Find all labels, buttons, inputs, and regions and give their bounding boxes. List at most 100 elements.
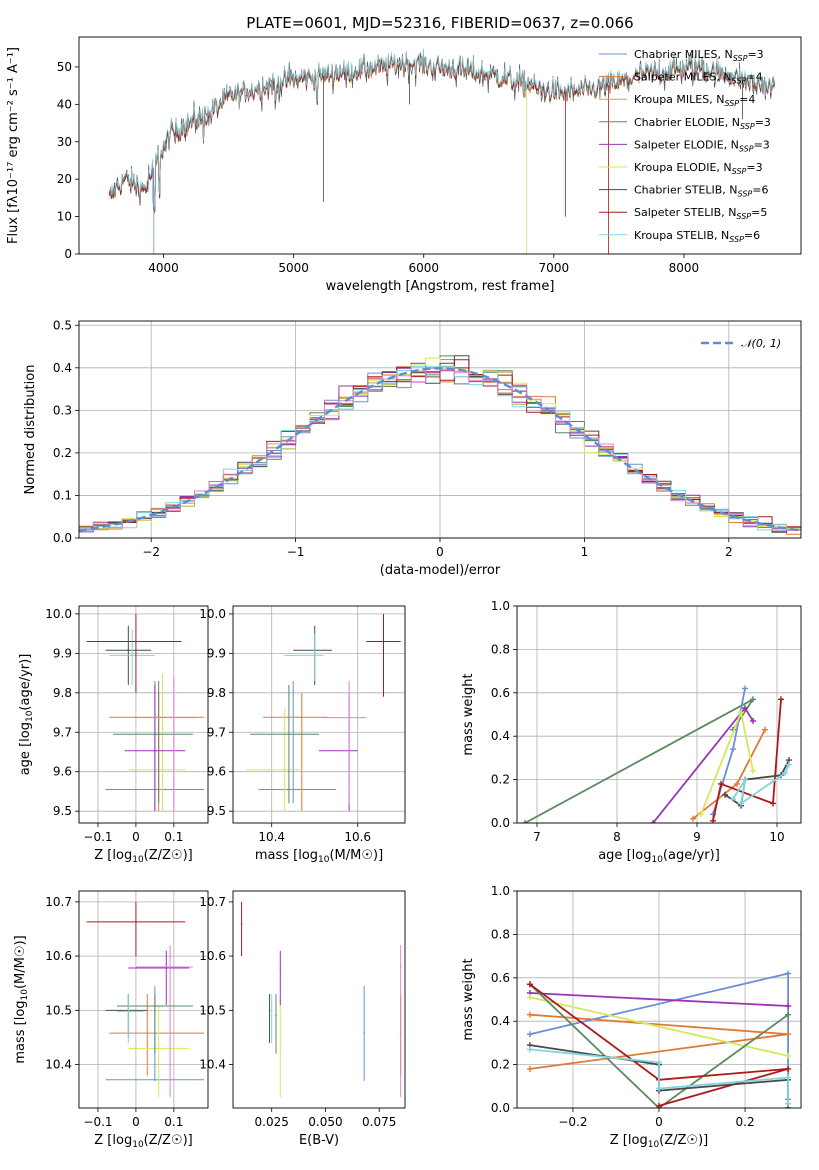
x-axis-label: Z [log10(Z/Z☉)]: [610, 1133, 708, 1150]
data-point: [127, 1010, 130, 1013]
x-axis-label: mass [log10(M/M☉)]: [255, 848, 383, 865]
y-tick-label: 10.7: [199, 895, 226, 909]
x-tick-label: 0.050: [308, 1115, 342, 1129]
axes-frame: [78, 890, 209, 1109]
legend-entry: Salpeter MILES, NSSP=4: [634, 71, 763, 86]
label-text: (age/yr)]: [18, 654, 33, 711]
log-text: log: [13, 1000, 28, 1020]
subscript: 10: [132, 855, 144, 865]
legend-subscript: SSP: [732, 77, 747, 86]
y-tick-label: 10: [57, 210, 72, 224]
x-tick-label: 1: [581, 545, 589, 559]
legend-subscript: SSP: [739, 144, 754, 153]
subscript: 10: [132, 1140, 144, 1150]
x-tick-label: 0: [655, 1115, 663, 1129]
legend-subscript: SSP: [740, 122, 755, 131]
subscript: 10: [648, 1140, 660, 1150]
y-tick-label: 40: [57, 97, 72, 111]
weight-marker: [730, 746, 736, 753]
x-tick-label: 0.075: [362, 1115, 396, 1129]
data-point: [382, 640, 385, 643]
data-point: [173, 716, 175, 719]
label-text: Flux [fλ10⁻¹⁷ erg cm⁻² s⁻¹ A⁻¹]: [6, 47, 21, 244]
log-text: log: [18, 722, 33, 742]
x-axis-label: E(B-V): [299, 1133, 339, 1148]
weight-marker: [734, 780, 740, 787]
legend-entry: Kroupa ELODIE, NSSP=3: [634, 161, 763, 176]
data-point: [301, 716, 303, 719]
legend-text: Chabrier ELODIE, N: [634, 116, 740, 129]
weight-line: [529, 992, 789, 1007]
legend-subscript: SSP: [729, 235, 744, 244]
x-tick-label: 10.4: [258, 830, 285, 844]
axes-age-vs-mass: 10.4 10.6 9.5 9.6 9.7 9.8 9.9 10.0 mass [log10(M…: [199, 605, 406, 865]
weight-marker: [742, 704, 748, 711]
x-tick-label: −0.2: [558, 1115, 587, 1129]
weight-marker: [785, 1052, 792, 1059]
data-point: [135, 921, 137, 923]
legend-entry: Chabrier MILES, NSSP=3: [634, 48, 764, 63]
y-tick-label: 9.9: [207, 646, 226, 660]
weight-marker: [526, 1031, 533, 1038]
subscript: 10: [651, 855, 663, 865]
x-tick-label: −2: [142, 545, 160, 559]
data-point: [399, 966, 402, 968]
axes-frame: [78, 605, 209, 824]
weight-marker: [785, 1074, 792, 1081]
data-point: [288, 733, 290, 736]
legend-text: Chabrier MILES, N: [634, 48, 733, 61]
label-text: age [: [18, 742, 33, 775]
weight-marker: [526, 981, 533, 988]
subscript: 10: [25, 710, 35, 722]
weight-marker: [526, 1011, 533, 1018]
label-text: (M/M☉)]: [13, 935, 28, 989]
x-tick-label: 10: [769, 830, 784, 844]
data-point: [154, 749, 156, 752]
y-axis-label: mass weight: [461, 958, 476, 1040]
x-tick-label: 0.2: [736, 1115, 755, 1129]
legend-entry: Salpeter STELIB, NSSP=5: [634, 206, 767, 221]
x-tick-label: 2: [725, 545, 733, 559]
axes-frame: [232, 890, 406, 1109]
legend-text: =4: [739, 93, 755, 106]
y-axis-label: Normed distribution: [23, 365, 38, 495]
y-tick-label: 9.5: [207, 804, 226, 818]
weight-marker: [698, 811, 704, 818]
x-tick-label: 4000: [148, 261, 179, 275]
legend-subscript: SSP: [732, 167, 747, 176]
y-tick-label: 50: [57, 60, 72, 74]
label-text: (data-model)/error: [380, 563, 501, 578]
x-tick-label: 10.6: [344, 830, 371, 844]
y-tick-label: 10.0: [199, 607, 226, 621]
legend-text: Kroupa MILES, N: [634, 93, 724, 106]
label-text: mass weight: [461, 673, 476, 755]
data-point: [283, 768, 286, 771]
data-point: [131, 654, 133, 657]
data-point: [165, 967, 168, 969]
legend: Chabrier MILES, NSSP=3 Salpeter MILES, NS…: [599, 48, 771, 244]
plot-area-weight-vs-age: [522, 685, 792, 823]
axes-spectrum: 4000 5000 6000 7000 8000 0 10 20 30 40 50 wavelengt…: [6, 36, 802, 294]
legend-entry: Salpeter ELODIE, NSSP=3: [634, 138, 770, 153]
x-axis-label: Z [log10(Z/Z☉)]: [94, 848, 192, 865]
legend-subscript: SSP: [738, 190, 753, 199]
y-tick-label: 10.6: [45, 949, 72, 963]
y-tick-label: 0.4: [491, 1014, 510, 1028]
data-point: [279, 1047, 282, 1050]
legend-entry: Kroupa STELIB, NSSP=6: [634, 229, 760, 244]
weight-marker: [738, 709, 744, 716]
label-text: mass weight: [461, 958, 476, 1040]
x-tick-label: 8: [613, 830, 621, 844]
y-tick-label: 9.6: [53, 765, 72, 779]
weight-marker: [742, 685, 748, 692]
weight-marker: [778, 696, 784, 703]
subscript: 10: [20, 989, 30, 1001]
log-text: log: [628, 1133, 648, 1148]
label-text: Z [: [610, 1133, 628, 1148]
x-tick-label: 0.1: [164, 1115, 183, 1129]
x-tick-label: 7: [533, 830, 541, 844]
data-point: [135, 640, 137, 643]
weight-line: [700, 709, 754, 815]
y-tick-label: 10.6: [199, 949, 226, 963]
weight-line: [732, 764, 790, 806]
